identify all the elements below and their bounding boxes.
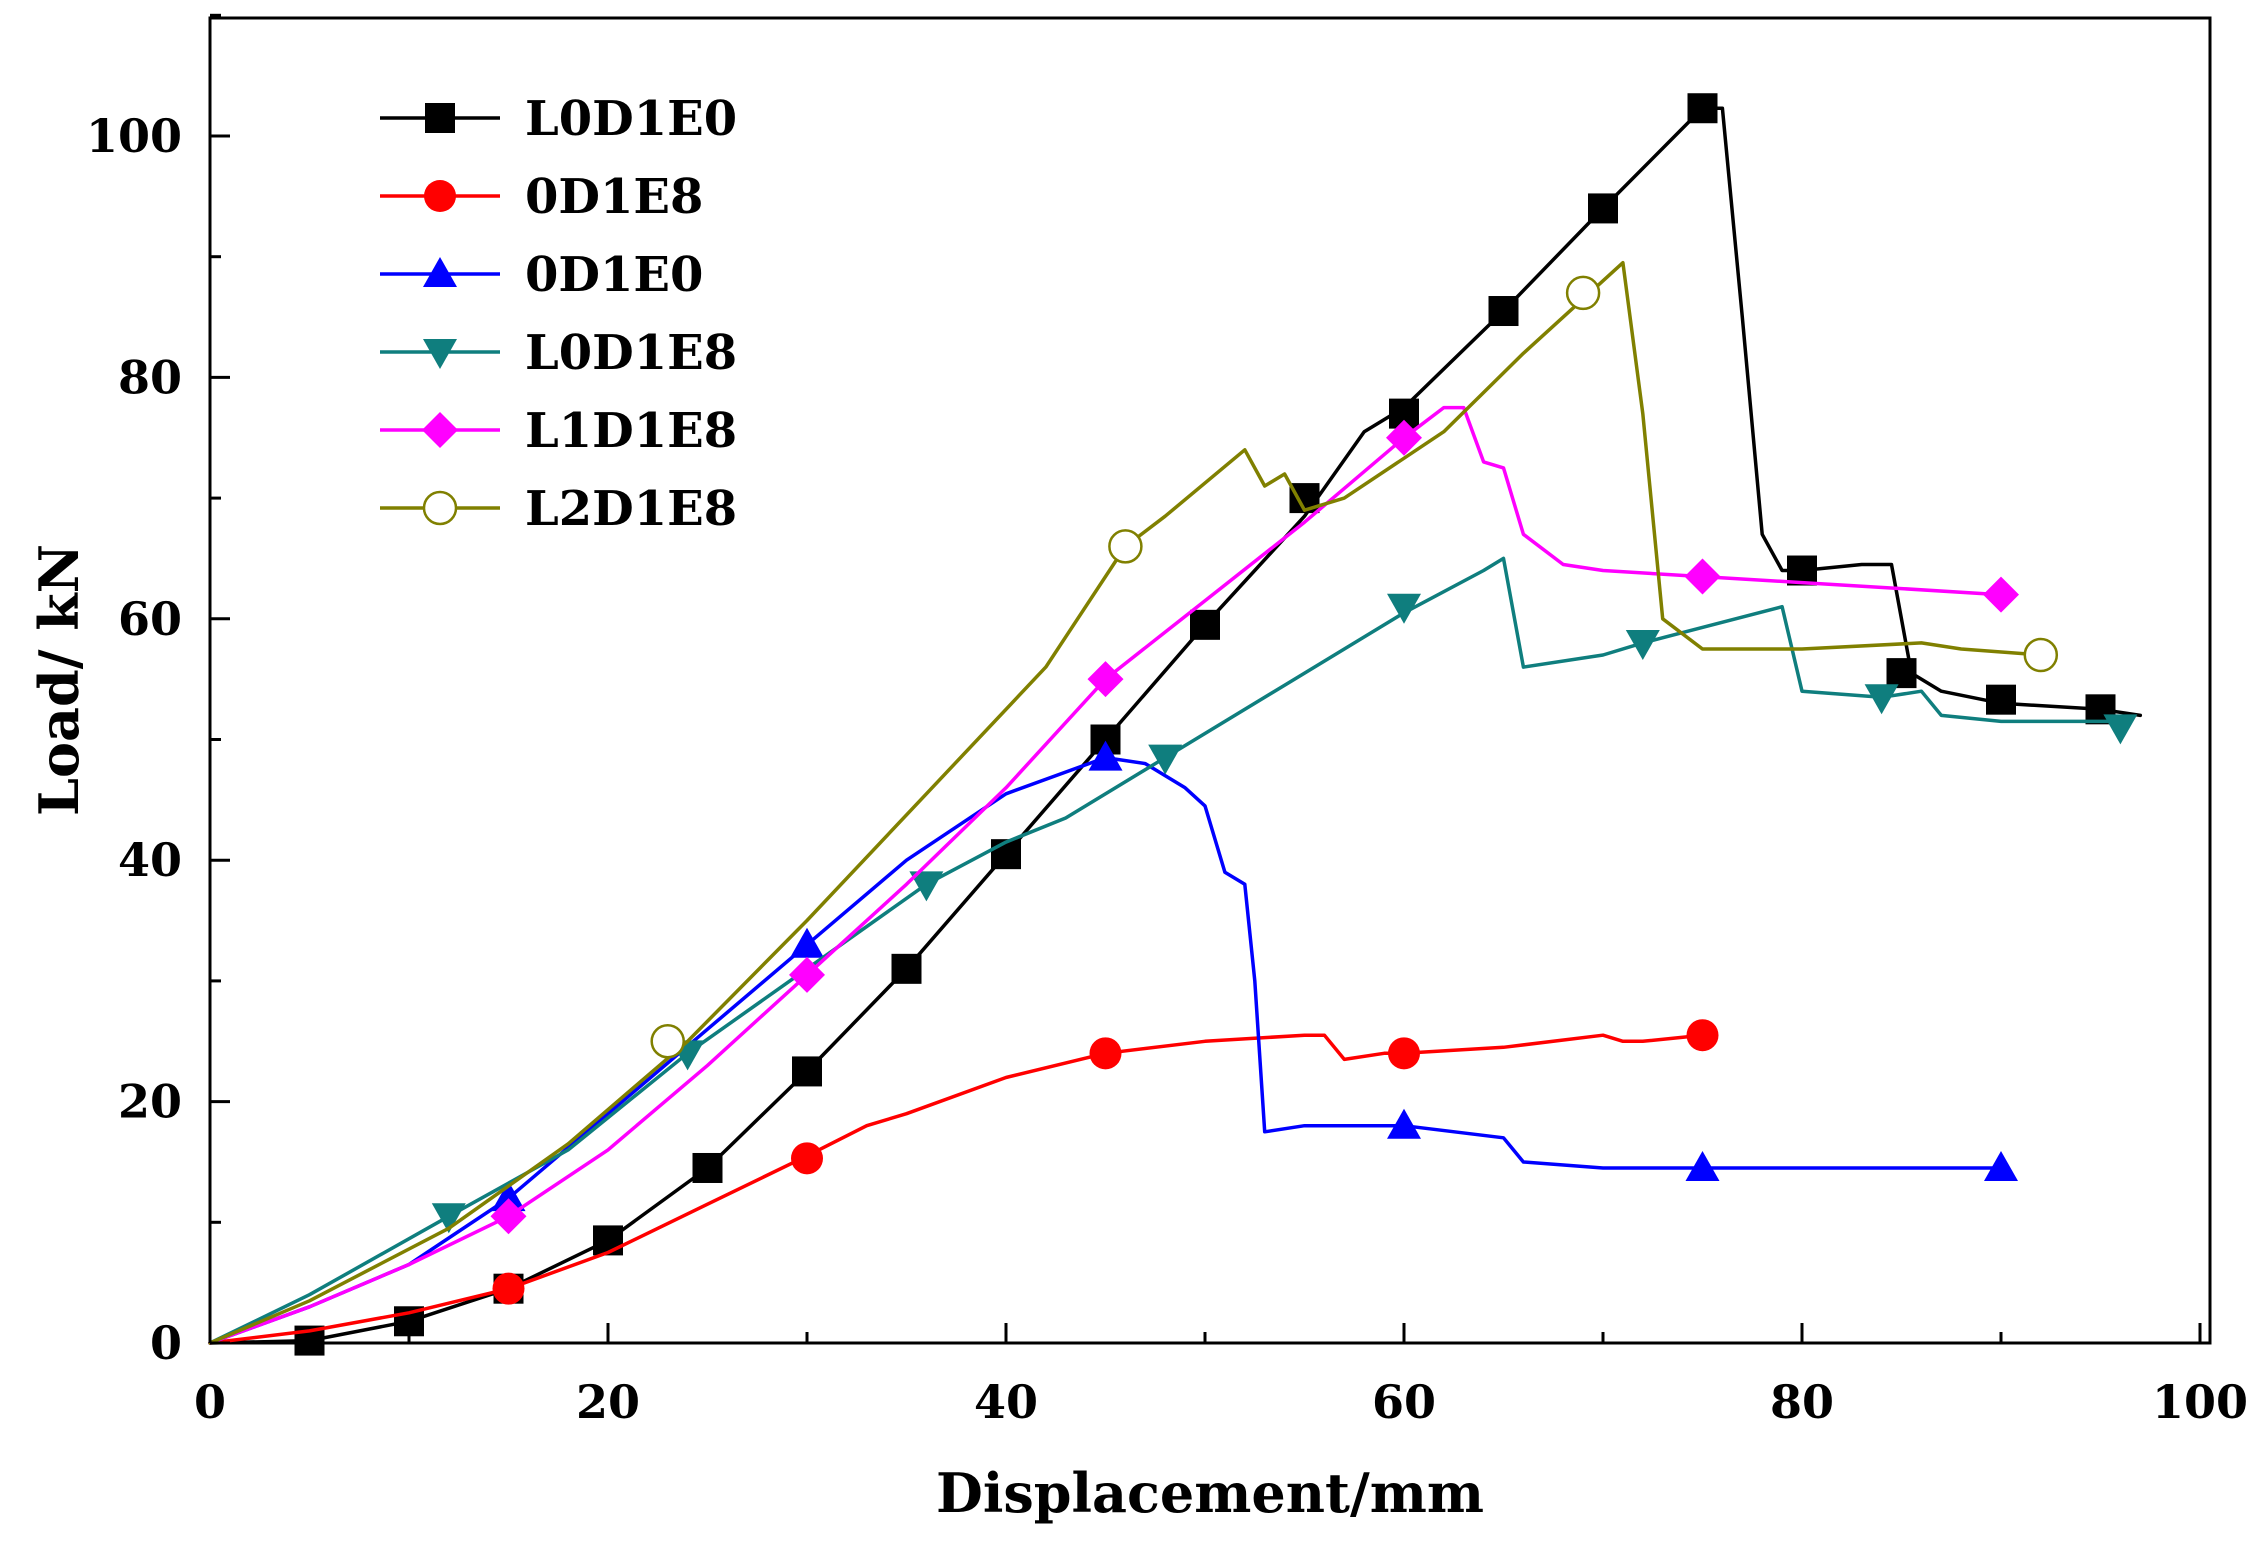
data-point-L0D1E0 bbox=[1190, 609, 1220, 640]
legend-label: L2D1E8 bbox=[525, 481, 737, 537]
data-point-0D1E8 bbox=[791, 1142, 823, 1175]
data-point-L1D1E8 bbox=[789, 956, 825, 993]
legend-item: 0D1E0 bbox=[380, 247, 703, 303]
data-point-L0D1E0 bbox=[692, 1152, 723, 1183]
data-point-L0D1E0 bbox=[1886, 658, 1917, 689]
data-point-0D1E0 bbox=[1088, 740, 1123, 771]
data-point-L0D1E8 bbox=[1387, 593, 1421, 624]
data-point-L2D1E8 bbox=[650, 1024, 685, 1059]
series-line-0D1E0 bbox=[208, 755, 2003, 1345]
x-tick-label: 40 bbox=[974, 1375, 1038, 1429]
legend-item: L2D1E8 bbox=[380, 481, 737, 537]
data-point-L0D1E0 bbox=[1588, 193, 1618, 224]
legend-marker bbox=[422, 412, 458, 448]
data-point-L0D1E8 bbox=[1864, 684, 1899, 715]
series-L0D1E8 bbox=[208, 556, 2138, 1345]
data-point-L0D1E0 bbox=[891, 953, 922, 984]
y-tick-label: 60 bbox=[118, 592, 182, 646]
legend: L0D1E0 0D1E8 0D1E0 L0D1E8 L1D1E8 L2D1E8 bbox=[380, 91, 737, 537]
data-point-0D1E8 bbox=[1686, 1019, 1719, 1052]
data-point-L2D1E8 bbox=[1565, 275, 1601, 311]
data-point-L0D1E0 bbox=[1687, 93, 1718, 124]
legend-marker bbox=[425, 103, 455, 133]
series-line-L1D1E8 bbox=[208, 405, 2003, 1345]
x-tick-label: 0 bbox=[194, 1375, 226, 1429]
series-L0D1E0 bbox=[208, 93, 2143, 1356]
legend-label: 0D1E0 bbox=[525, 247, 703, 303]
data-point-0D1E8 bbox=[1089, 1037, 1122, 1070]
series-0D1E8 bbox=[208, 1019, 1719, 1345]
data-point-0D1E0 bbox=[1685, 1150, 1720, 1181]
data-point-L0D1E8 bbox=[2103, 714, 2138, 745]
data-point-L0D1E0 bbox=[1488, 296, 1519, 327]
legend-item: L0D1E8 bbox=[380, 325, 737, 381]
data-point-L2D1E8 bbox=[2023, 637, 2059, 673]
data-point-0D1E0 bbox=[790, 927, 824, 958]
data-point-L0D1E8 bbox=[1148, 744, 1183, 775]
legend-label: L0D1E0 bbox=[525, 91, 737, 147]
x-axis-title: Displacement/mm bbox=[936, 1461, 1484, 1525]
y-tick-label: 100 bbox=[86, 109, 182, 163]
data-point-L1D1E8 bbox=[1983, 576, 2019, 613]
data-point-0D1E8 bbox=[492, 1272, 525, 1305]
series-layer bbox=[208, 93, 2143, 1356]
series-L2D1E8 bbox=[208, 260, 2059, 1345]
data-point-L2D1E8 bbox=[1108, 529, 1143, 564]
data-point-L0D1E8 bbox=[909, 871, 944, 902]
legend-marker bbox=[423, 339, 457, 369]
data-point-L0D1E0 bbox=[593, 1225, 623, 1256]
x-tick-label: 60 bbox=[1372, 1375, 1436, 1429]
tick-layer: 0 20 40 60 80 100 0 20 40 60 80 100 bbox=[86, 13, 2248, 1429]
legend-label: L0D1E8 bbox=[525, 325, 737, 381]
data-point-L0D1E0 bbox=[1986, 684, 2016, 715]
plot-frame bbox=[208, 16, 2212, 1345]
y-axis-title: Load/ kN bbox=[27, 544, 91, 816]
data-point-L0D1E0 bbox=[792, 1056, 822, 1087]
x-tick-label: 20 bbox=[576, 1375, 640, 1429]
series-line-L0D1E0 bbox=[208, 106, 2143, 1345]
y-tick-label: 20 bbox=[118, 1075, 182, 1129]
series-line-L0D1E8 bbox=[208, 556, 2123, 1345]
y-tick-label: 40 bbox=[118, 833, 182, 887]
data-point-L1D1E8 bbox=[1684, 558, 1721, 595]
data-point-L1D1E8 bbox=[1386, 419, 1422, 456]
x-tick-label: 80 bbox=[1770, 1375, 1834, 1429]
data-point-L1D1E8 bbox=[1087, 661, 1124, 698]
data-point-L0D1E0 bbox=[991, 839, 1021, 870]
data-point-0D1E8 bbox=[1388, 1037, 1420, 1070]
legend-item: 0D1E8 bbox=[380, 169, 703, 225]
data-point-0D1E0 bbox=[1984, 1150, 2018, 1181]
legend-label: 0D1E8 bbox=[525, 169, 703, 225]
y-tick-label: 80 bbox=[118, 350, 182, 404]
legend-marker bbox=[424, 180, 456, 212]
legend-label: L1D1E8 bbox=[525, 403, 737, 459]
x-tick-label: 100 bbox=[2152, 1375, 2248, 1429]
series-line-L2D1E8 bbox=[208, 260, 2043, 1345]
series-L1D1E8 bbox=[208, 405, 2019, 1345]
data-point-0D1E0 bbox=[1387, 1108, 1421, 1139]
y-tick-label: 0 bbox=[150, 1316, 182, 1370]
data-point-L1D1E8 bbox=[490, 1198, 527, 1235]
legend-item: L0D1E0 bbox=[380, 91, 737, 147]
data-point-L0D1E8 bbox=[1625, 629, 1660, 660]
legend-marker bbox=[422, 490, 458, 526]
legend-item: L1D1E8 bbox=[380, 403, 737, 459]
data-point-L0D1E8 bbox=[431, 1203, 466, 1234]
data-point-0D1E0 bbox=[491, 1181, 526, 1212]
legend-marker bbox=[423, 257, 457, 287]
series-0D1E0 bbox=[208, 740, 2018, 1345]
series-line-0D1E8 bbox=[208, 1033, 1705, 1345]
